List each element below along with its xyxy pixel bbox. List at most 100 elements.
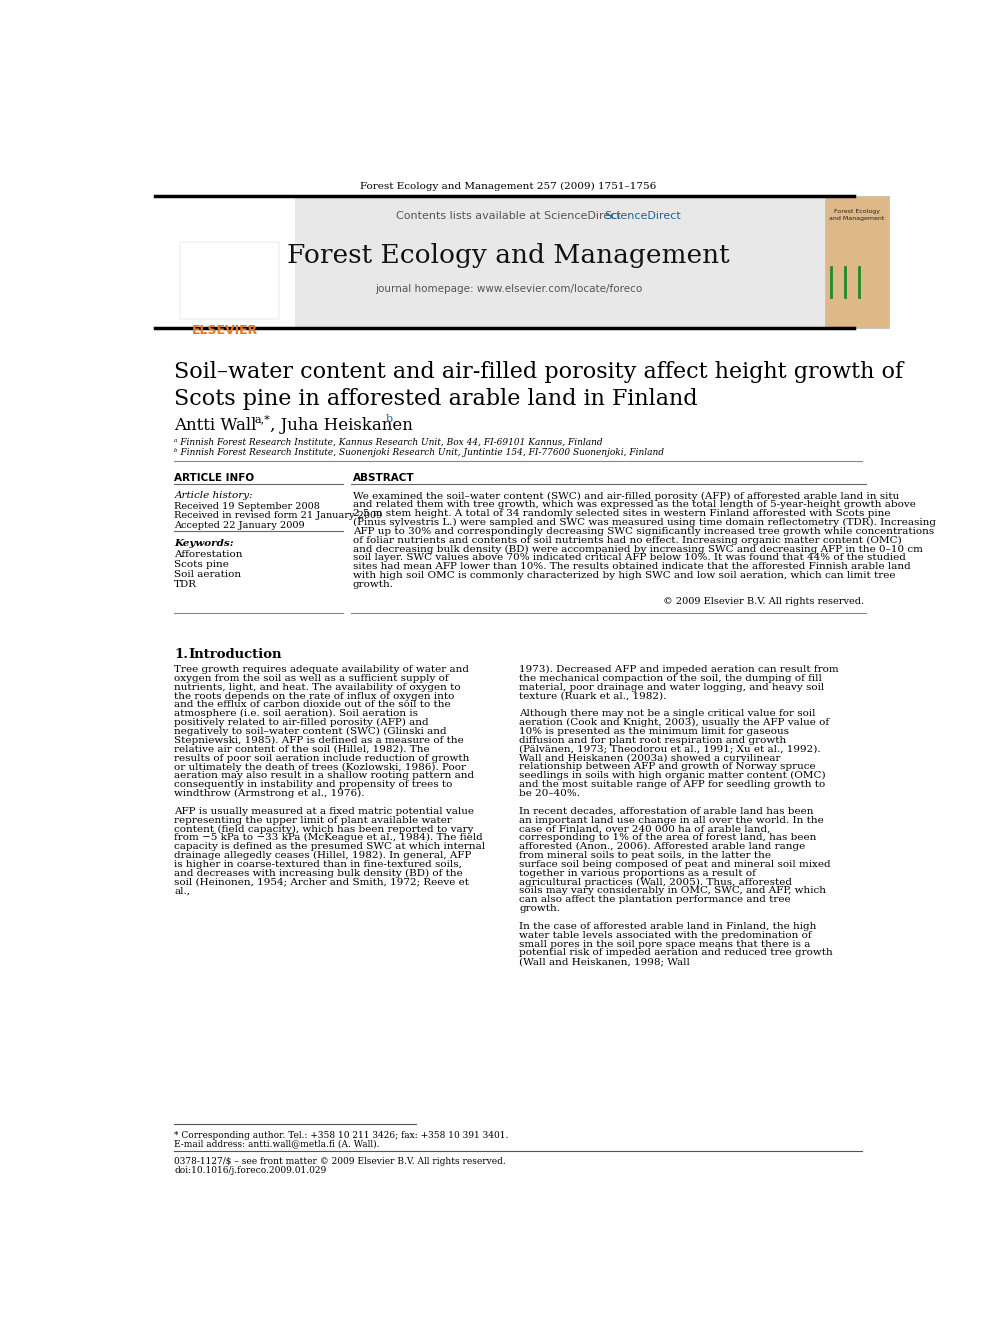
Text: growth.: growth. <box>352 579 394 589</box>
Text: agricultural practices (Wall, 2005). Thus, afforested: agricultural practices (Wall, 2005). Thu… <box>519 877 793 886</box>
Text: relationship between AFP and growth of Norway spruce: relationship between AFP and growth of N… <box>519 762 815 771</box>
Text: and decreases with increasing bulk density (BD) of the: and decreases with increasing bulk densi… <box>175 869 463 878</box>
Text: oxygen from the soil as well as a sufficient supply of: oxygen from the soil as well as a suffic… <box>175 673 449 683</box>
Text: , Juha Heiskanen: , Juha Heiskanen <box>270 417 413 434</box>
Text: can also affect the plantation performance and tree: can also affect the plantation performan… <box>519 896 791 904</box>
Text: (Wall and Heiskanen, 1998; Wall: (Wall and Heiskanen, 1998; Wall <box>519 958 690 966</box>
Text: Soil–water content and air-filled porosity affect height growth of
Scots pine in: Soil–water content and air-filled porosi… <box>175 361 904 410</box>
Text: consequently in instability and propensity of trees to: consequently in instability and propensi… <box>175 781 452 789</box>
Text: atmosphere (i.e. soil aeration). Soil aeration is: atmosphere (i.e. soil aeration). Soil ae… <box>175 709 419 718</box>
Text: Wall and Heiskanen (2003a) showed a curvilinear: Wall and Heiskanen (2003a) showed a curv… <box>519 754 781 762</box>
Text: We examined the soil–water content (SWC) and air-filled porosity (AFP) of affore: We examined the soil–water content (SWC)… <box>352 491 899 500</box>
Text: Article history:: Article history: <box>175 491 253 500</box>
Text: Antti Wall: Antti Wall <box>175 417 257 434</box>
Text: with high soil OMC is commonly characterized by high SWC and low soil aeration, : with high soil OMC is commonly character… <box>352 572 895 579</box>
Text: Introduction: Introduction <box>188 648 282 662</box>
Text: 1973). Decreased AFP and impeded aeration can result from: 1973). Decreased AFP and impeded aeratio… <box>519 665 839 675</box>
Text: Afforestation: Afforestation <box>175 550 243 558</box>
Text: ELSEVIER: ELSEVIER <box>191 324 258 336</box>
Text: texture (Ruark et al., 1982).: texture (Ruark et al., 1982). <box>519 692 667 701</box>
Text: © 2009 Elsevier B.V. All rights reserved.: © 2009 Elsevier B.V. All rights reserved… <box>663 597 864 606</box>
Text: Tree growth requires adequate availability of water and: Tree growth requires adequate availabili… <box>175 665 469 673</box>
Text: * Corresponding author. Tel.: +358 10 211 3426; fax: +358 10 391 3401.: * Corresponding author. Tel.: +358 10 21… <box>175 1130 509 1139</box>
Text: Forest Ecology: Forest Ecology <box>834 209 880 214</box>
Text: sites had mean AFP lower than 10%. The results obtained indicate that the affore: sites had mean AFP lower than 10%. The r… <box>352 562 911 572</box>
Bar <box>180 242 279 319</box>
Text: Received in revised form 21 January 2009: Received in revised form 21 January 2009 <box>175 512 383 520</box>
Text: drainage allegedly ceases (Hillel, 1982). In general, AFP: drainage allegedly ceases (Hillel, 1982)… <box>175 851 472 860</box>
Text: (Pälvänen, 1973; Theodorou et al., 1991; Xu et al., 1992).: (Pälvänen, 1973; Theodorou et al., 1991;… <box>519 745 820 754</box>
Text: ᵃ Finnish Forest Research Institute, Kannus Research Unit, Box 44, FI-69101 Kann: ᵃ Finnish Forest Research Institute, Kan… <box>175 438 603 446</box>
Bar <box>295 196 825 328</box>
Text: is higher in coarse-textured than in fine-textured soils,: is higher in coarse-textured than in fin… <box>175 860 462 869</box>
Text: In recent decades, afforestation of arable land has been: In recent decades, afforestation of arab… <box>519 807 813 816</box>
Text: (Pinus sylvestris L.) were sampled and SWC was measured using time domain reflec: (Pinus sylvestris L.) were sampled and S… <box>352 519 935 527</box>
Text: Accepted 22 January 2009: Accepted 22 January 2009 <box>175 521 305 529</box>
Text: the roots depends on the rate of influx of oxygen into: the roots depends on the rate of influx … <box>175 692 454 701</box>
Text: soil layer. SWC values above 70% indicated critical AFP below 10%. It was found : soil layer. SWC values above 70% indicat… <box>352 553 906 562</box>
Text: capacity is defined as the presumed SWC at which internal: capacity is defined as the presumed SWC … <box>175 843 485 851</box>
Text: aeration may also result in a shallow rooting pattern and: aeration may also result in a shallow ro… <box>175 771 474 781</box>
Text: Scots pine: Scots pine <box>175 560 229 569</box>
Text: and the efflux of carbon dioxide out of the soil to the: and the efflux of carbon dioxide out of … <box>175 700 451 709</box>
Text: seedlings in soils with high organic matter content (OMC): seedlings in soils with high organic mat… <box>519 771 826 781</box>
Text: nutrients, light, and heat. The availability of oxygen to: nutrients, light, and heat. The availabi… <box>175 683 461 692</box>
Text: potential risk of impeded aeration and reduced tree growth: potential risk of impeded aeration and r… <box>519 949 833 958</box>
Text: windthrow (Armstrong et al., 1976).: windthrow (Armstrong et al., 1976). <box>175 789 365 798</box>
Text: and decreasing bulk density (BD) were accompanied by increasing SWC and decreasi: and decreasing bulk density (BD) were ac… <box>352 545 923 553</box>
Text: be 20–40%.: be 20–40%. <box>519 789 580 798</box>
Text: journal homepage: www.elsevier.com/locate/foreco: journal homepage: www.elsevier.com/locat… <box>375 284 642 294</box>
Text: Forest Ecology and Management: Forest Ecology and Management <box>287 243 730 269</box>
Text: afforested (Anon., 2006). Afforested arable land range: afforested (Anon., 2006). Afforested ara… <box>519 843 806 851</box>
Text: surface soil being composed of peat and mineral soil mixed: surface soil being composed of peat and … <box>519 860 831 869</box>
Text: and related them with tree growth, which was expressed as the total length of 5-: and related them with tree growth, which… <box>352 500 916 509</box>
Text: diffusion and for plant root respiration and growth: diffusion and for plant root respiration… <box>519 736 787 745</box>
Bar <box>825 196 889 328</box>
Text: E-mail address: antti.wall@metla.fi (A. Wall).: E-mail address: antti.wall@metla.fi (A. … <box>175 1139 380 1148</box>
Text: together in various proportions as a result of: together in various proportions as a res… <box>519 869 756 877</box>
Text: 0378-1127/$ – see front matter © 2009 Elsevier B.V. All rights reserved.: 0378-1127/$ – see front matter © 2009 El… <box>175 1158 506 1167</box>
Text: material, poor drainage and water logging, and heavy soil: material, poor drainage and water loggin… <box>519 683 824 692</box>
Text: from −5 kPa to −33 kPa (McKeague et al., 1984). The field: from −5 kPa to −33 kPa (McKeague et al.,… <box>175 833 483 843</box>
Text: corresponding to 1% of the area of forest land, has been: corresponding to 1% of the area of fores… <box>519 833 816 843</box>
Text: 1.: 1. <box>175 648 188 662</box>
Text: of foliar nutrients and contents of soil nutrients had no effect. Increasing org: of foliar nutrients and contents of soil… <box>352 536 902 545</box>
Text: Keywords:: Keywords: <box>175 540 234 548</box>
Text: 2.5 m stem height. A total of 34 randomly selected sites in western Finland affo: 2.5 m stem height. A total of 34 randoml… <box>352 509 890 519</box>
Text: Although there may not be a single critical value for soil: Although there may not be a single criti… <box>519 709 815 718</box>
Text: the mechanical compaction of the soil, the dumping of fill: the mechanical compaction of the soil, t… <box>519 673 822 683</box>
Text: TDR: TDR <box>175 579 197 589</box>
Text: Stepniewski, 1985). AFP is defined as a measure of the: Stepniewski, 1985). AFP is defined as a … <box>175 736 464 745</box>
Text: a,*: a,* <box>254 414 270 425</box>
Text: Contents lists available at ScienceDirect: Contents lists available at ScienceDirec… <box>396 212 621 221</box>
Bar <box>175 196 825 328</box>
Text: representing the upper limit of plant available water: representing the upper limit of plant av… <box>175 815 452 824</box>
Text: AFP is usually measured at a fixed matric potential value: AFP is usually measured at a fixed matri… <box>175 807 474 816</box>
Text: relative air content of the soil (Hillel, 1982). The: relative air content of the soil (Hillel… <box>175 745 430 754</box>
Text: from mineral soils to peat soils, in the latter the: from mineral soils to peat soils, in the… <box>519 851 771 860</box>
Text: negatively to soil–water content (SWC) (Glinski and: negatively to soil–water content (SWC) (… <box>175 728 447 736</box>
Text: ᵇ Finnish Forest Research Institute, Suonenjoki Research Unit, Juntintie 154, FI: ᵇ Finnish Forest Research Institute, Suo… <box>175 447 665 456</box>
Text: soil (Heinonen, 1954; Archer and Smith, 1972; Reeve et: soil (Heinonen, 1954; Archer and Smith, … <box>175 877 469 886</box>
Text: content (field capacity), which has been reported to vary: content (field capacity), which has been… <box>175 824 474 833</box>
Text: doi:10.1016/j.foreco.2009.01.029: doi:10.1016/j.foreco.2009.01.029 <box>175 1166 326 1175</box>
Text: soils may vary considerably in OMC, SWC, and AFP, which: soils may vary considerably in OMC, SWC,… <box>519 886 826 896</box>
Text: small pores in the soil pore space means that there is a: small pores in the soil pore space means… <box>519 939 810 949</box>
Text: and Management: and Management <box>829 216 885 221</box>
Text: In the case of afforested arable land in Finland, the high: In the case of afforested arable land in… <box>519 922 816 931</box>
Text: an important land use change in all over the world. In the: an important land use change in all over… <box>519 815 824 824</box>
Text: Forest Ecology and Management 257 (2009) 1751–1756: Forest Ecology and Management 257 (2009)… <box>360 181 657 191</box>
Text: ABSTRACT: ABSTRACT <box>352 472 415 483</box>
Text: 10% is presented as the minimum limit for gaseous: 10% is presented as the minimum limit fo… <box>519 728 790 736</box>
Text: Soil aeration: Soil aeration <box>175 570 241 579</box>
Bar <box>175 196 295 328</box>
Text: aeration (Cook and Knight, 2003), usually the AFP value of: aeration (Cook and Knight, 2003), usuall… <box>519 718 829 728</box>
Text: AFP up to 30% and correspondingly decreasing SWC significantly increased tree gr: AFP up to 30% and correspondingly decrea… <box>352 527 933 536</box>
Text: Received 19 September 2008: Received 19 September 2008 <box>175 503 320 511</box>
Text: b: b <box>386 414 393 425</box>
Text: ScienceDirect: ScienceDirect <box>604 212 682 221</box>
Text: growth.: growth. <box>519 904 560 913</box>
Text: al.,: al., <box>175 886 190 896</box>
Text: or ultimately the death of trees (Kozlowski, 1986). Poor: or ultimately the death of trees (Kozlow… <box>175 762 466 771</box>
Text: water table levels associated with the predomination of: water table levels associated with the p… <box>519 930 811 939</box>
